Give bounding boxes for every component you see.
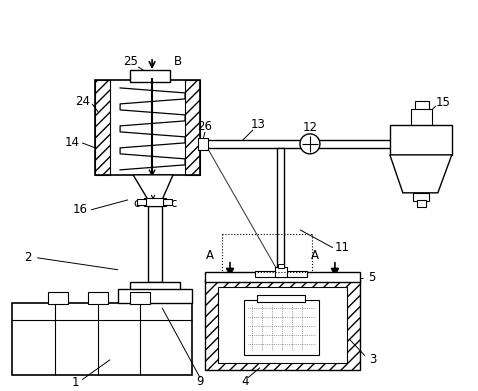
Bar [411, 109, 432, 126]
Text: 11: 11 [335, 241, 349, 254]
Text: 25: 25 [123, 56, 138, 68]
Text: 1: 1 [71, 376, 79, 389]
Bar [278, 264, 284, 268]
Text: 14: 14 [65, 136, 80, 149]
Bar [415, 101, 429, 110]
Bar [95, 80, 200, 175]
Bar [137, 199, 146, 205]
Text: 3: 3 [369, 353, 377, 366]
Polygon shape [390, 155, 452, 193]
Text: c: c [171, 197, 177, 210]
Text: 24: 24 [75, 95, 90, 108]
Bar [218, 287, 347, 363]
Text: B: B [174, 56, 182, 68]
Text: 15: 15 [435, 97, 450, 109]
Bar [275, 267, 287, 277]
Text: 12: 12 [303, 121, 317, 135]
Text: 2: 2 [24, 251, 32, 264]
Bar [390, 125, 452, 155]
Bar [163, 199, 172, 205]
Bar [48, 292, 68, 304]
Text: 4: 4 [241, 375, 249, 388]
Bar [205, 272, 360, 282]
Bar [413, 193, 429, 201]
Text: 16: 16 [73, 203, 87, 216]
Text: 5: 5 [368, 271, 376, 284]
Bar [130, 292, 150, 304]
Bar [244, 300, 319, 355]
Text: 26: 26 [197, 120, 213, 133]
Text: A: A [206, 249, 214, 262]
Bar [200, 140, 430, 148]
Bar [257, 295, 305, 302]
Bar [417, 200, 426, 207]
Bar [88, 292, 108, 304]
Bar [130, 282, 180, 290]
Text: A: A [311, 249, 319, 262]
Bar [185, 80, 200, 175]
Bar [148, 206, 162, 282]
Bar [95, 80, 110, 175]
Circle shape [300, 134, 320, 154]
Bar [130, 70, 170, 82]
Polygon shape [133, 175, 173, 200]
Text: 9: 9 [196, 375, 204, 388]
Bar [118, 289, 192, 303]
Text: c: c [133, 197, 139, 210]
Text: 13: 13 [250, 118, 265, 131]
Bar [144, 198, 166, 206]
Bar [198, 138, 208, 150]
Bar [205, 280, 360, 369]
Bar [277, 148, 284, 276]
Bar [255, 271, 307, 277]
Bar [12, 303, 192, 375]
